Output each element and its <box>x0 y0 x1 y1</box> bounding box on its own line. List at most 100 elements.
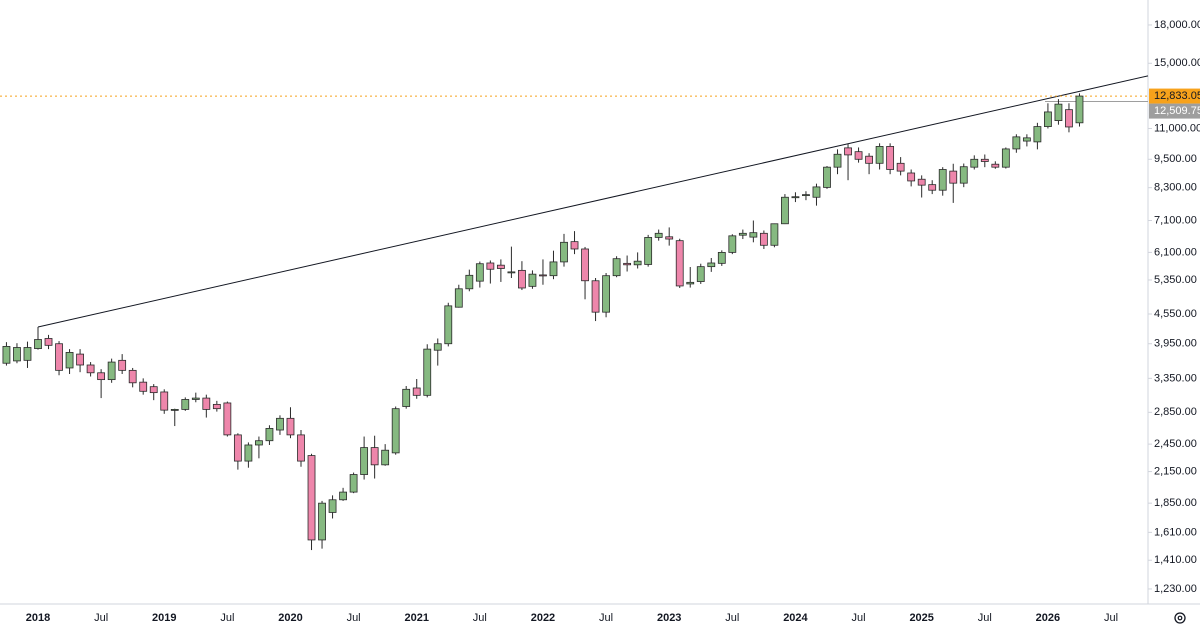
y-tick-label: 7,100.00 <box>1154 214 1197 226</box>
candle-body <box>276 417 284 431</box>
candle-body <box>2 346 11 364</box>
candle-body <box>86 364 95 374</box>
candle-body <box>465 274 474 290</box>
candle-body <box>202 397 211 410</box>
candle-body <box>823 166 831 188</box>
settings-icon-ring[interactable] <box>1174 612 1186 624</box>
candle-body <box>528 273 537 287</box>
y-tick-label: 1,230.00 <box>1154 583 1197 595</box>
candle-body <box>581 248 589 282</box>
candle-body <box>875 146 884 164</box>
price-label-bg <box>1149 103 1200 119</box>
candle-body <box>107 361 116 381</box>
candle-body <box>139 381 148 392</box>
candle-body <box>938 169 947 191</box>
candle-body <box>76 353 84 366</box>
candle-body <box>1012 136 1021 150</box>
candle-body <box>307 455 316 541</box>
candle-body <box>486 262 495 270</box>
candle-body <box>591 280 600 313</box>
price-label: 12,509.75 <box>1154 105 1200 117</box>
x-tick-label: 2020 <box>278 612 302 624</box>
x-tick-label: 2019 <box>152 612 176 624</box>
x-tick-label: Jul <box>220 612 234 624</box>
candle-body <box>381 449 390 466</box>
candle-body <box>160 391 169 411</box>
candle-body <box>991 163 1000 168</box>
candle-body <box>686 281 695 285</box>
candle-body <box>128 369 137 384</box>
candle-body <box>549 261 558 277</box>
candle-body <box>749 232 758 238</box>
candle-body <box>65 352 74 369</box>
candle-body <box>833 153 842 168</box>
candle-body <box>518 269 526 289</box>
candle-body <box>612 258 621 277</box>
candle-body <box>907 172 916 182</box>
candle-body <box>886 146 895 170</box>
y-tick-label: 11,000.00 <box>1154 122 1200 134</box>
candle-body <box>854 151 863 160</box>
x-tick-label: Jul <box>1104 612 1118 624</box>
settings-icon-core[interactable] <box>1177 615 1183 621</box>
settings-icon[interactable] <box>1174 612 1186 624</box>
y-tick-label: 2,850.00 <box>1154 406 1197 418</box>
candle-body <box>539 274 547 277</box>
candle-body <box>370 447 379 466</box>
x-tick-label: Jul <box>852 612 866 624</box>
candle-body <box>23 347 32 361</box>
price-label-bg <box>1149 88 1200 104</box>
candle-body <box>223 402 232 436</box>
x-tick-label: Jul <box>599 612 613 624</box>
candle-body <box>759 232 768 246</box>
candle-body <box>696 266 705 282</box>
candle-body <box>896 162 905 172</box>
candle-body <box>423 348 432 396</box>
candle-body <box>675 240 684 287</box>
candle-body <box>928 184 937 191</box>
candle-body <box>339 491 347 501</box>
candle-body <box>191 397 200 400</box>
candle-body <box>212 403 221 410</box>
x-tick-label: 2021 <box>404 612 428 624</box>
candle-body <box>454 288 463 308</box>
candle-body <box>917 178 926 186</box>
x-tick-label: Jul <box>347 612 361 624</box>
candle-body <box>570 241 579 250</box>
candle-body <box>297 434 305 462</box>
candle-body <box>802 194 810 197</box>
candle-body <box>1022 137 1031 142</box>
y-tick-label: 2,150.00 <box>1154 465 1197 477</box>
candle-body <box>717 251 726 264</box>
candle-body <box>633 260 642 266</box>
y-tick-label: 15,000.00 <box>1154 57 1200 69</box>
x-tick-label: Jul <box>978 612 992 624</box>
candle-body <box>865 155 873 164</box>
price-label: 12,833.05 <box>1154 90 1200 102</box>
candle-body <box>1075 95 1084 124</box>
candle-body <box>781 196 789 225</box>
candle-body <box>560 241 568 263</box>
candle-body <box>707 262 716 268</box>
candle-body <box>1001 148 1010 168</box>
candle-body <box>602 275 610 313</box>
candle-body <box>812 186 821 198</box>
candle-body <box>1054 103 1063 121</box>
candle-body <box>654 232 663 238</box>
y-tick-label: 3,950.00 <box>1154 338 1197 350</box>
candle-body <box>444 305 453 345</box>
candle-body <box>44 338 53 346</box>
x-tick-label: Jul <box>94 612 108 624</box>
candle-body <box>328 499 337 513</box>
y-tick-label: 9,500.00 <box>1154 153 1197 165</box>
candle-body <box>728 235 737 253</box>
candle-body <box>959 166 968 184</box>
candle-body <box>496 264 505 269</box>
x-tick-label: 2026 <box>1036 612 1060 624</box>
x-tick-label: 2025 <box>909 612 933 624</box>
candle-body <box>55 343 63 371</box>
candle-body <box>149 386 158 394</box>
x-tick-label: Jul <box>725 612 739 624</box>
candle-body <box>233 434 242 462</box>
